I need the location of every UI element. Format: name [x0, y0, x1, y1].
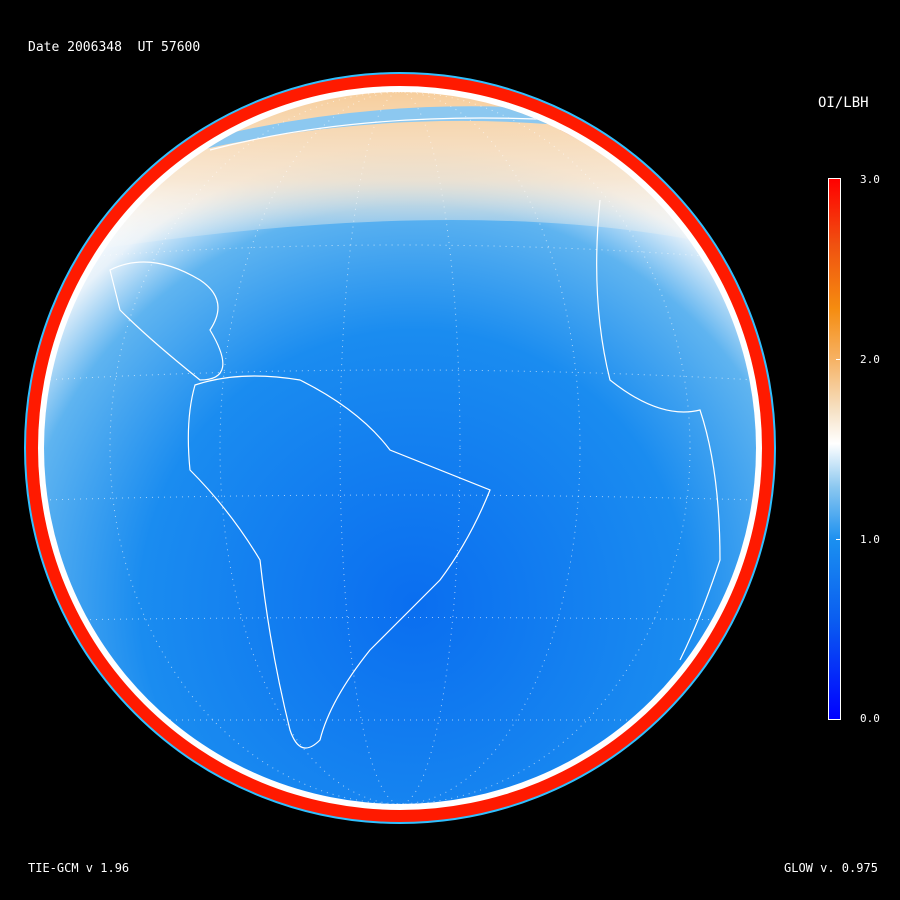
model-version-label: TIE-GCM v 1.96	[28, 861, 130, 875]
colorbar-tick-3: 3.0	[860, 173, 880, 186]
colorbar-tick-2: 2.0	[860, 353, 880, 366]
colorbar-tickmark	[836, 539, 840, 540]
globe-disk	[44, 92, 756, 804]
colorbar	[828, 178, 841, 720]
glow-version-label: GLOW v. 0.975	[784, 861, 878, 875]
date-label: Date 2006348 UT 57600	[28, 40, 201, 55]
graticule	[44, 92, 756, 804]
coastlines	[109, 117, 721, 749]
colorbar-tick-1: 1.0	[860, 533, 880, 546]
colorbar-tickmark	[836, 359, 840, 360]
colorbar-title: OI/LBH	[818, 95, 869, 111]
colorbar-tick-0: 0.0	[860, 712, 880, 725]
